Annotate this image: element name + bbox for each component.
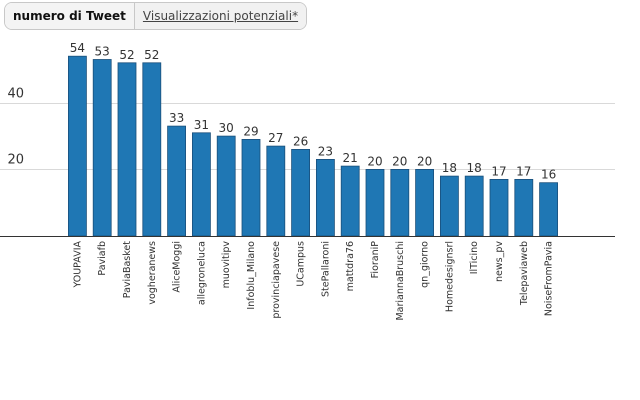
- bar: [142, 62, 162, 237]
- data-label: 20: [367, 154, 382, 168]
- bar: [489, 178, 509, 237]
- bar: [415, 168, 435, 237]
- x-tick-label: MariannaBruschi: [395, 241, 406, 321]
- data-label: 52: [144, 48, 159, 62]
- bar: [464, 175, 484, 237]
- data-label: 27: [268, 131, 283, 145]
- x-tick-label: news_pv: [494, 241, 505, 282]
- tab-visualizzazioni-potenziali[interactable]: Visualizzazioni potenziali*: [134, 3, 307, 29]
- x-tick-label: IlTicino: [469, 241, 480, 274]
- data-label: 16: [541, 168, 556, 182]
- x-tick-label: mattdra76: [345, 241, 356, 291]
- x-tick-label: Telepaviaweb: [519, 241, 530, 306]
- x-tick-label: provinciapavese: [271, 241, 282, 319]
- bar: [514, 178, 534, 237]
- tab-numero-di-tweet[interactable]: numero di Tweet: [5, 3, 135, 29]
- data-label: 21: [343, 151, 358, 165]
- data-label: 53: [95, 45, 110, 59]
- x-tick-label: UCampus: [296, 241, 307, 287]
- bar: [68, 55, 87, 237]
- x-tick-label: StePallaroni: [320, 241, 331, 297]
- data-label: 31: [194, 118, 209, 132]
- data-label: 17: [516, 164, 531, 178]
- bar: [92, 59, 112, 237]
- data-label: 33: [169, 111, 184, 125]
- x-tick-label: muovitipv: [221, 241, 232, 289]
- data-label: 20: [417, 154, 432, 168]
- x-tick-label: NoiseFromPavia: [544, 241, 555, 316]
- bar: [539, 182, 558, 237]
- x-tick-label: allegroneluca: [196, 241, 207, 305]
- data-label: 29: [243, 124, 258, 138]
- data-label: 18: [467, 161, 482, 175]
- bar: [266, 145, 286, 237]
- x-tick-label: PaviaBasket: [122, 241, 133, 299]
- x-tick-label: FioraniP: [370, 241, 381, 279]
- bar: [191, 132, 211, 237]
- data-label: 26: [293, 134, 308, 148]
- data-label: 18: [442, 161, 457, 175]
- data-label: 20: [392, 154, 407, 168]
- bar: [390, 168, 410, 237]
- data-label: 52: [119, 48, 134, 62]
- tab-bar: numero di Tweet Visualizzazioni potenzia…: [4, 2, 308, 30]
- x-tick-label: AliceMoggi: [172, 241, 183, 293]
- x-tick-label: YOUPAVIA: [72, 241, 83, 289]
- data-label: 30: [219, 121, 234, 135]
- bar: [241, 138, 261, 237]
- x-tick-label: Homedesignsrl: [444, 241, 455, 312]
- bar: [167, 125, 187, 237]
- bar: [117, 62, 137, 237]
- data-label: 54: [70, 41, 85, 55]
- y-tick-label: 40: [7, 87, 24, 102]
- bar: [216, 135, 236, 237]
- x-tick-label: Paviafb: [97, 241, 108, 276]
- bar: [291, 148, 311, 237]
- bar: [365, 168, 385, 237]
- data-label: 17: [491, 164, 506, 178]
- data-label: 23: [318, 144, 333, 158]
- y-tick-label: 20: [7, 153, 24, 168]
- bar: [439, 175, 459, 237]
- bar: [340, 165, 360, 237]
- x-tick-label: Infoblu_Milano: [246, 241, 257, 310]
- x-tick-label: vogheranews: [147, 241, 158, 305]
- x-tick-label: qn_giorno: [420, 241, 431, 288]
- bar: [315, 158, 335, 237]
